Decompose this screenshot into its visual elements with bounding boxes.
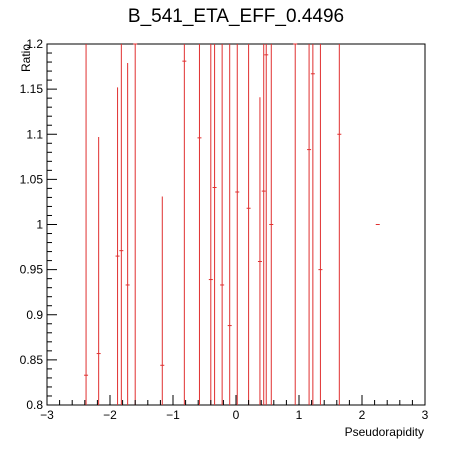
y-tick-label: 0.95 <box>20 263 44 277</box>
data-point <box>125 62 130 405</box>
x-tick-label: 1 <box>296 408 303 422</box>
data-point <box>133 43 138 405</box>
data-point <box>220 44 225 405</box>
data-point <box>212 44 217 405</box>
data-point <box>307 44 312 405</box>
plot-frame <box>46 43 426 406</box>
y-tick-label: 0.9 <box>26 308 43 322</box>
data-point <box>293 43 298 405</box>
data-point <box>246 44 251 405</box>
data-layer <box>84 43 380 405</box>
data-point <box>160 196 165 405</box>
y-tick-label: 0.85 <box>20 353 44 367</box>
data-point <box>119 44 124 405</box>
y-tick-label: 1.15 <box>20 82 44 96</box>
data-point <box>264 44 269 405</box>
data-point <box>261 44 266 405</box>
x-tick-label: 2 <box>359 408 366 422</box>
data-point <box>84 44 89 405</box>
data-point <box>197 44 202 405</box>
data-point <box>227 44 232 405</box>
data-point <box>257 97 262 405</box>
data-point <box>208 44 213 405</box>
data-point <box>337 44 342 405</box>
chart-title: B_541_ETA_EFF_0.4496 <box>128 6 344 27</box>
x-tick-label: −2 <box>103 408 117 422</box>
data-point <box>235 44 240 405</box>
data-point <box>182 44 187 405</box>
y-tick-label: 1.2 <box>26 37 43 51</box>
x-tick-label: 3 <box>422 408 429 422</box>
y-axis-label: Ratio <box>19 44 33 72</box>
data-point <box>96 136 101 405</box>
axis-layer: −3 −2 −1 0 1 2 3 0.8 0.85 0.9 0.95 1 1.05 1.1 1.15 1.2 <box>20 37 429 422</box>
plot-area <box>46 43 426 406</box>
data-point <box>269 44 274 405</box>
x-tick-label: −1 <box>166 408 180 422</box>
y-tick-label: 1.05 <box>20 172 44 186</box>
data-point <box>310 44 315 405</box>
y-tick-label: 1.1 <box>26 127 43 141</box>
x-axis-label: Pseudorapidity <box>345 425 424 439</box>
x-tick-label: −3 <box>40 408 54 422</box>
data-point <box>115 87 120 405</box>
y-tick-label: 1 <box>36 218 43 232</box>
data-point <box>318 44 323 405</box>
x-tick-label: 0 <box>233 408 240 422</box>
y-tick-label: 0.8 <box>26 398 43 412</box>
